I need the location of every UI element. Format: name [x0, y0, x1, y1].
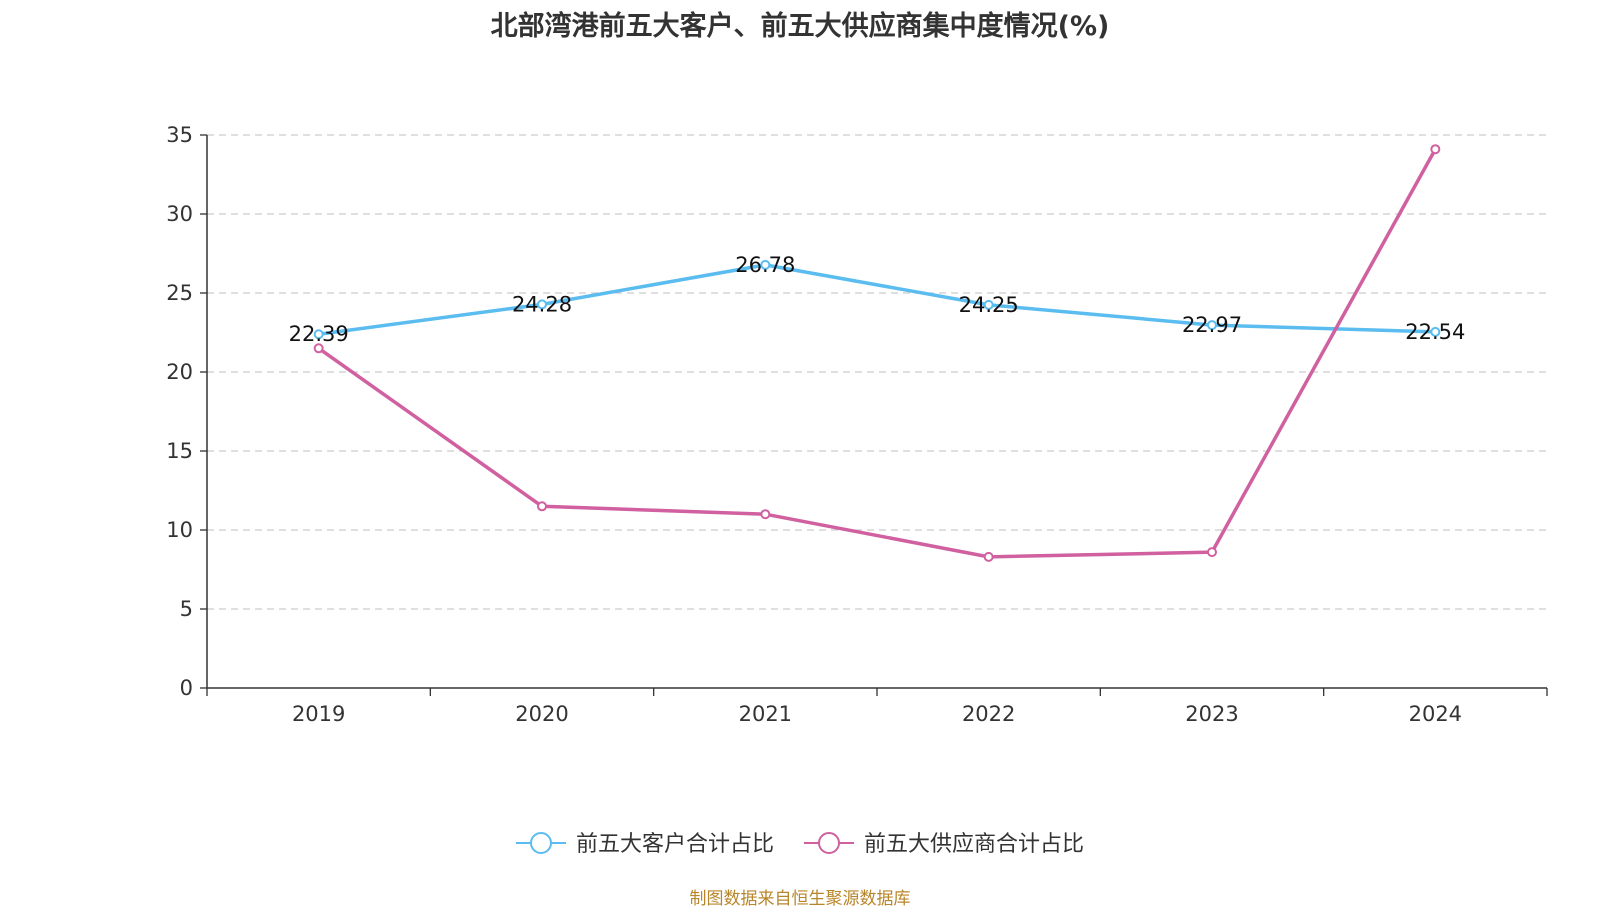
legend-circle-icon [530, 832, 552, 854]
series-line-2 [317, 148, 1437, 559]
data-point [1430, 326, 1441, 337]
x-tick-label: 2019 [292, 702, 345, 726]
data-label: 22.54 [1405, 320, 1465, 344]
y-tick-label: 10 [166, 518, 193, 542]
series-line-1 [318, 263, 1436, 336]
data-point [537, 299, 547, 310]
x-tick-label: 2021 [739, 702, 792, 726]
data-point [983, 299, 994, 310]
legend-label: 前五大客户合计占比 [576, 832, 774, 857]
x-tick-label: 2024 [1409, 702, 1462, 726]
data-point [1430, 144, 1441, 155]
data-label: 22.39 [289, 322, 349, 346]
y-tick-label: 5 [180, 597, 193, 621]
data-point [760, 259, 771, 270]
y-tick-label: 25 [166, 281, 193, 305]
y-tick-label: 20 [166, 360, 193, 384]
data-label: 24.28 [512, 292, 572, 316]
x-tick-label: 2022 [962, 702, 1015, 726]
data-label: 22.97 [1182, 313, 1242, 337]
data-point [537, 501, 547, 512]
y-tick-label: 30 [166, 202, 193, 226]
legend-label: 前五大供应商合计占比 [864, 832, 1084, 857]
data-label: 26.78 [735, 253, 795, 277]
data-point [760, 509, 771, 520]
data-point [1207, 320, 1217, 331]
data-point [313, 343, 324, 354]
y-tick-label: 0 [180, 676, 193, 700]
x-tick-label: 2020 [515, 702, 568, 726]
x-tick-label: 2023 [1185, 702, 1238, 726]
legend-item-2: 前五大供应商合计占比 [804, 832, 1084, 857]
data-label: 24.25 [959, 293, 1019, 317]
y-tick-label: 15 [166, 439, 193, 463]
legend-circle-icon [818, 832, 840, 854]
data-point [1207, 547, 1217, 558]
data-point [313, 329, 324, 340]
chart-title: 北部湾港前五大客户、前五大供应商集中度情况(%) [490, 11, 1110, 42]
data-point [983, 551, 994, 562]
legend-item-1: 前五大客户合计占比 [516, 832, 774, 857]
y-tick-label: 35 [166, 123, 193, 147]
source-note: 制图数据来自恒生聚源数据库 [689, 889, 911, 909]
